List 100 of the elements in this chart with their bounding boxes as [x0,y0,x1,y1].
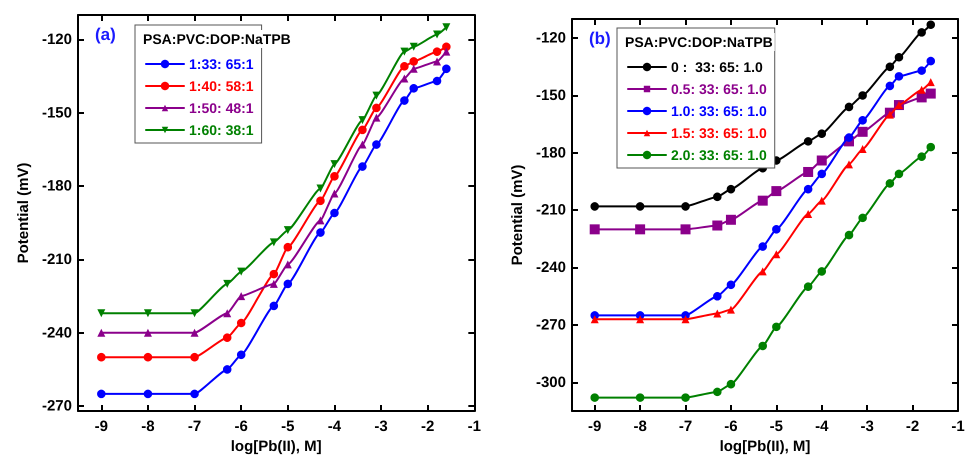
point [316,196,325,206]
point [858,91,867,100]
point [771,186,782,196]
point [236,350,246,360]
x-tick-label: -9 [588,418,602,435]
point [400,48,408,56]
point [682,315,690,324]
point [409,84,418,93]
x-tick-label: -1 [951,418,965,435]
point [372,92,380,100]
point [358,116,366,124]
point [316,216,324,224]
point [917,28,926,37]
point [372,104,381,112]
point [886,110,894,119]
x-tick-label: -3 [860,418,874,435]
point [894,170,904,178]
point [432,76,442,86]
point [926,56,936,66]
point [270,238,278,246]
point [432,47,442,56]
point [190,352,199,362]
point [316,228,325,237]
legend-label: 0.5: 33: 65: 1.0 [671,81,767,97]
point [918,86,926,94]
point [144,309,152,318]
point [886,82,894,90]
x-tick-label: -2 [906,418,920,435]
legend-label: 1.5: 33: 65: 1.0 [671,125,767,141]
point [410,64,418,73]
point [144,390,152,398]
y-tick-label: -270 [536,316,566,334]
text: (b) [589,29,611,48]
point [284,226,292,234]
x-axis-title: log[Pb(II), M] [720,438,810,455]
y-tick-label: -300 [536,374,566,391]
point [926,78,935,86]
point [635,224,646,234]
point [223,280,232,288]
point [818,267,826,276]
y-tick-label: -240 [536,259,566,276]
x-tick-label: -6 [724,418,738,435]
point [237,268,246,276]
point [97,328,106,337]
point [917,152,926,161]
y-tick-label: -150 [42,104,72,122]
point [713,192,722,202]
point [270,270,278,278]
point [926,88,936,99]
point [886,179,894,188]
y-axis-title: Potential (mV) [509,164,526,266]
legend-label: 1:50: 48:1 [189,100,254,116]
point [433,57,442,66]
point [772,225,781,234]
x-tick-label: -3 [374,418,388,435]
point [804,282,812,291]
point [372,114,380,122]
point [844,230,854,240]
point [726,280,736,290]
x-tick-label: -9 [94,418,108,435]
legend-label: 2.0: 33: 65: 1.0 [671,147,767,163]
point [858,145,867,154]
point [726,184,736,194]
x-tick-label: -7 [678,418,692,435]
point [144,352,152,362]
point [190,328,199,337]
point [400,96,409,105]
point [713,292,722,301]
point [818,196,826,205]
point [726,214,736,225]
point [270,280,278,288]
point [758,242,767,251]
point [442,48,450,56]
legend-title: PSA:PVC:DOP:NaTPB [143,31,291,47]
point [894,52,904,62]
y-tick-label: -150 [536,86,566,104]
legend-label: 1:33: 65:1 [189,56,254,72]
point [758,196,768,206]
x-tick-label: -2 [421,418,434,435]
point [926,20,936,29]
point [680,224,691,234]
point [590,224,600,234]
point [590,202,599,211]
point [316,184,324,193]
point [713,309,722,318]
point [858,214,867,222]
point [236,318,246,328]
y-tick-label: -210 [536,202,566,219]
point [636,202,644,211]
point [818,129,826,138]
point [726,306,735,314]
point [713,388,722,396]
point [844,102,854,112]
legend-label: 0 : 33: 65: 1.0 [671,59,764,75]
point [858,116,867,125]
y-tick-label: -270 [42,398,72,415]
point [636,315,644,324]
point [330,160,338,168]
point [270,302,278,310]
point [804,184,812,194]
